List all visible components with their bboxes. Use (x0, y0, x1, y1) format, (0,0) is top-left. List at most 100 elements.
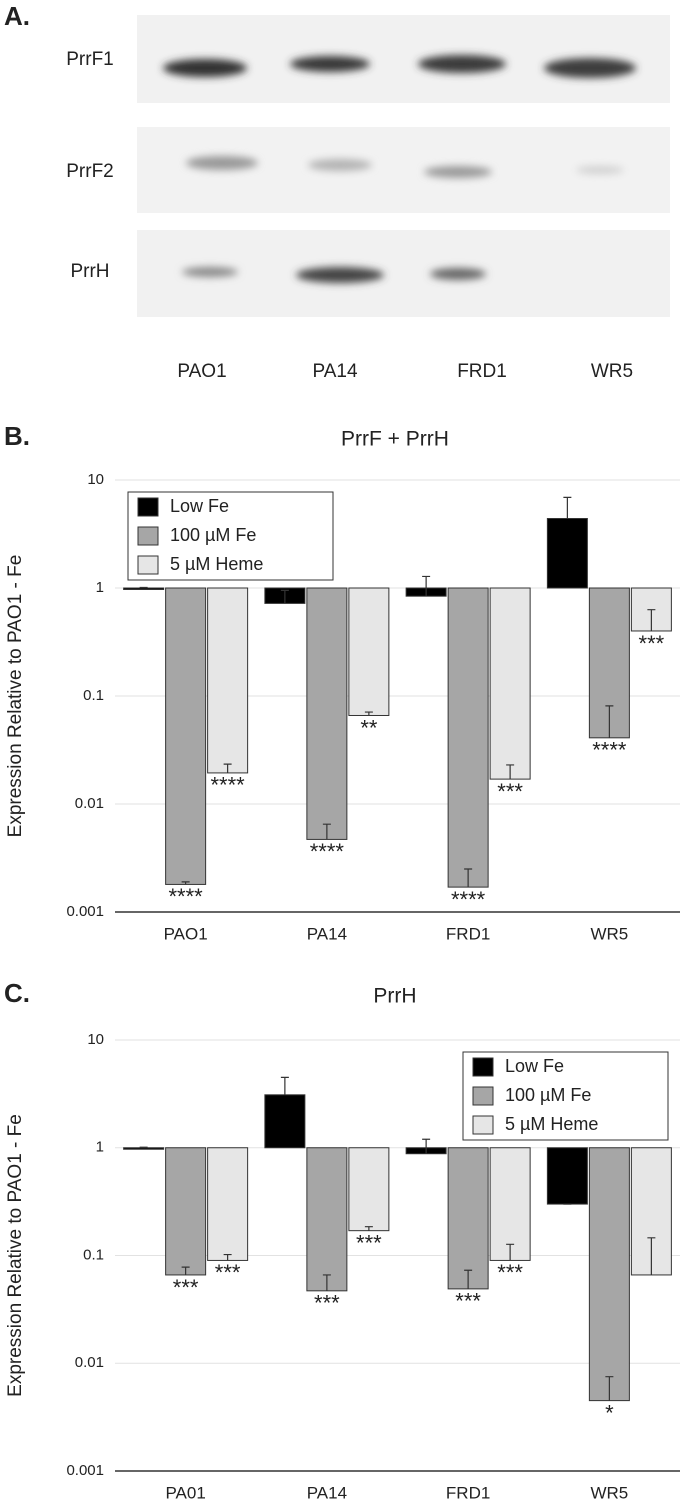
legend-box (462, 1051, 669, 1141)
error-bar (364, 711, 373, 716)
y-axis-label: Expression Relative to PAO1 - Fe (5, 555, 26, 838)
error-bar (322, 823, 331, 840)
legend-box (127, 491, 334, 581)
y-tick-label: 10 (87, 471, 104, 488)
lane-label: PAO1 (177, 361, 226, 382)
legend-swatch (472, 1115, 494, 1135)
x-tick-label: PA01 (165, 1483, 205, 1502)
error-bar (280, 589, 289, 604)
legend-swatch (137, 555, 159, 575)
legend-swatch (137, 526, 159, 546)
bar (489, 1147, 531, 1261)
bar (165, 1147, 207, 1276)
significance-label: **** (592, 738, 627, 763)
error-bar (464, 1269, 473, 1289)
significance-label: **** (451, 887, 486, 912)
band (308, 159, 372, 171)
band (430, 268, 486, 280)
legend-swatch (472, 1086, 494, 1106)
band (576, 166, 624, 174)
y-tick-label: 0.1 (83, 687, 104, 704)
band (186, 156, 258, 170)
bar (306, 1147, 348, 1292)
significance-label: **** (310, 839, 345, 864)
y-tick-label: 0.001 (66, 903, 104, 920)
y-axis-label: Expression Relative to PAO1 - Fe (5, 1114, 26, 1397)
error-bar (223, 763, 232, 773)
band (424, 166, 492, 178)
y-tick-label: 10 (87, 1031, 104, 1048)
significance-label: *** (215, 1260, 241, 1285)
bar (123, 587, 165, 590)
bands (163, 55, 636, 283)
legend-label: 5 µM Heme (170, 554, 263, 574)
y-tick-label: 0.01 (75, 795, 104, 812)
error-bar (563, 496, 572, 519)
band (182, 267, 238, 277)
panel-label: C. (4, 978, 30, 1008)
bar (546, 1147, 588, 1205)
legend-label: Low Fe (505, 1056, 564, 1076)
error-bar (322, 1274, 331, 1291)
significance-label: **** (211, 773, 246, 798)
band (296, 267, 384, 283)
chart-title: PrrF + PrrH (341, 428, 449, 451)
row-label: PrrF1 (66, 49, 114, 70)
bar (447, 1147, 489, 1290)
error-bar (422, 1138, 431, 1154)
x-tick-label: PAO1 (164, 924, 208, 943)
band (163, 59, 247, 77)
y-tick-label: 1 (96, 1139, 104, 1156)
error-bar (464, 868, 473, 888)
legend-label: 5 µM Heme (505, 1114, 598, 1134)
significance-label: *** (356, 1230, 382, 1255)
error-bar (364, 1226, 373, 1231)
legend-label: 100 µM Fe (170, 525, 256, 545)
x-tick-label: WR5 (590, 1483, 628, 1502)
bar (207, 587, 249, 774)
bar (306, 587, 348, 840)
error-bar (280, 1076, 289, 1095)
legend-swatch (472, 1057, 494, 1077)
bar (348, 587, 390, 716)
error-bar (647, 609, 656, 631)
lane-label: FRD1 (457, 361, 507, 382)
band (290, 56, 370, 72)
significance-label: **** (169, 884, 204, 909)
significance-label: *** (497, 779, 523, 804)
lane-label: WR5 (591, 361, 633, 382)
error-bar (422, 575, 431, 597)
lane-label: PA14 (312, 361, 358, 382)
significance-label: *** (497, 1260, 523, 1285)
x-tick-label: PA14 (307, 924, 347, 943)
chart-title: PrrH (373, 985, 416, 1008)
y-tick-label: 1 (96, 579, 104, 596)
panel-label: A. (4, 1, 30, 31)
band (544, 58, 636, 78)
legend-swatch (137, 497, 159, 517)
bar (588, 1147, 630, 1402)
bar (207, 1147, 249, 1261)
legend-label: Low Fe (170, 496, 229, 516)
error-bar (181, 1266, 190, 1275)
y-tick-label: 0.01 (75, 1354, 104, 1371)
legend-label: 100 µM Fe (505, 1085, 591, 1105)
bar (447, 587, 489, 888)
error-bar (647, 1237, 656, 1275)
bar (165, 587, 207, 885)
significance-label: *** (455, 1289, 481, 1314)
significance-label: *** (314, 1291, 340, 1316)
y-tick-label: 0.001 (66, 1462, 104, 1479)
row-label: PrrH (70, 261, 109, 282)
bar (348, 1147, 390, 1232)
panel-label: B. (4, 421, 30, 451)
significance-label: *** (173, 1275, 199, 1300)
error-bar (181, 881, 190, 885)
y-tick-label: 0.1 (83, 1246, 104, 1263)
x-tick-label: WR5 (590, 924, 628, 943)
error-bar (605, 705, 614, 738)
error-bar (506, 764, 515, 780)
error-bar (605, 1376, 614, 1401)
row-label: PrrF2 (66, 161, 114, 182)
